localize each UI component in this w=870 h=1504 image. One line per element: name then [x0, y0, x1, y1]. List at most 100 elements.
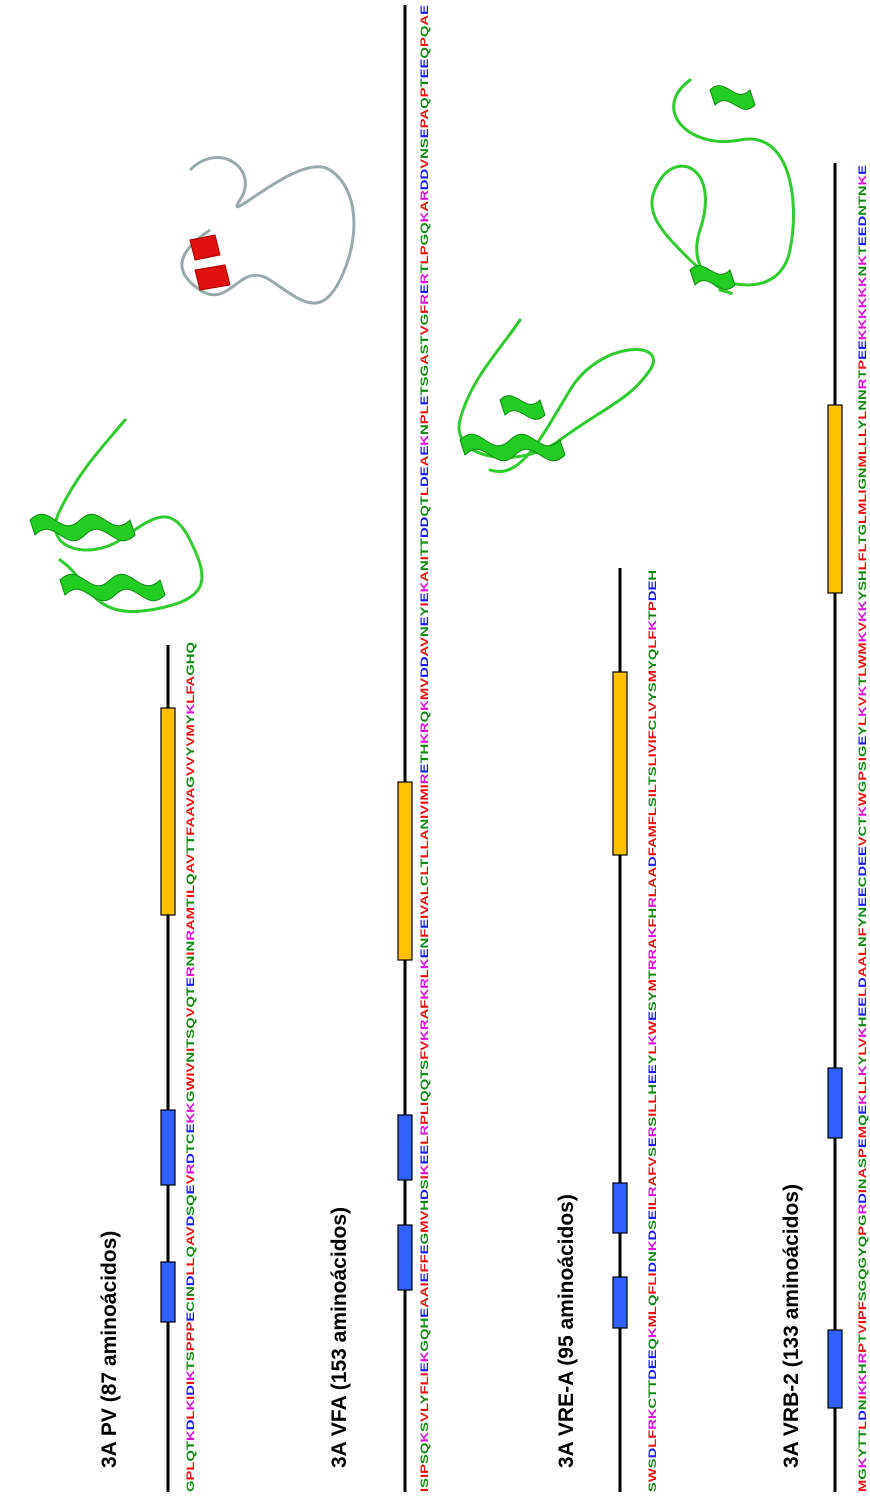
residue: R: [419, 273, 431, 284]
residue: L: [185, 1266, 197, 1275]
residue: P: [857, 1310, 869, 1320]
residue: T: [419, 1069, 431, 1078]
residue: T: [857, 196, 869, 205]
residue: S: [857, 581, 869, 591]
residue: P: [857, 771, 869, 781]
residue: E: [857, 887, 869, 897]
residue: L: [185, 884, 197, 893]
residue: P: [857, 360, 869, 370]
helix-domain: [828, 1068, 842, 1138]
residue: L: [185, 1461, 197, 1470]
residue: A: [419, 109, 431, 120]
residue: L: [185, 694, 197, 703]
residue: D: [419, 667, 431, 678]
residue: K: [857, 1065, 869, 1076]
residue: Q: [419, 97, 431, 109]
residue: D: [185, 1216, 197, 1227]
residue: L: [419, 1106, 431, 1115]
residue: H: [185, 653, 197, 664]
residue: P: [185, 1322, 197, 1332]
residue: N: [857, 1178, 869, 1189]
residue: K: [857, 330, 869, 341]
residue: K: [857, 175, 869, 186]
residue: S: [647, 1117, 659, 1127]
residue: M: [419, 688, 431, 700]
residue: Q: [419, 1328, 431, 1340]
residue: F: [419, 1254, 431, 1263]
residue: A: [857, 956, 869, 967]
residue: D: [857, 977, 869, 988]
residue: G: [857, 1468, 869, 1479]
residue: K: [185, 1102, 197, 1113]
residue: N: [857, 907, 869, 918]
panel-title: 3A VRE-A (95 aminoácidos): [555, 1194, 578, 1468]
residue: T: [857, 246, 869, 255]
residue: K: [185, 1430, 197, 1441]
residue: L: [185, 1410, 197, 1419]
residue: K: [857, 806, 869, 817]
sequence: GPLQTKDLKIDIKTSPPPECINDLLQAVDSQEVRDTCEKK…: [185, 641, 197, 1492]
residue: T: [857, 816, 869, 825]
residue: A: [857, 1168, 869, 1179]
residue: N: [419, 626, 431, 637]
residue: A: [419, 15, 431, 26]
residue: E: [419, 446, 431, 456]
residue: Q: [185, 1245, 197, 1257]
residue: L: [419, 969, 431, 978]
residue: T: [419, 496, 431, 505]
residue: S: [647, 1482, 659, 1492]
residue: M: [857, 455, 869, 467]
residue: K: [857, 319, 869, 330]
residue: D: [419, 179, 431, 190]
helix-domain: [828, 1330, 842, 1408]
residue: Q: [185, 995, 197, 1007]
residue: E: [419, 919, 431, 929]
residue: T: [647, 611, 659, 620]
residue: N: [857, 400, 869, 411]
residue: F: [419, 999, 431, 1008]
residue: P: [857, 1343, 869, 1353]
residue: T: [857, 535, 869, 544]
panel-title: 3A VRB-2 (133 aminoácidos): [780, 1184, 803, 1468]
residue: P: [647, 601, 659, 611]
residue: T: [419, 754, 431, 763]
residue: C: [185, 1301, 197, 1312]
residue: T: [185, 1441, 197, 1450]
residue: T: [419, 538, 431, 547]
residue: G: [419, 1340, 431, 1352]
residue: L: [857, 410, 869, 419]
residue: R: [647, 1419, 659, 1430]
residue: N: [857, 205, 869, 216]
residue: E: [419, 128, 431, 138]
residue: Q: [185, 641, 197, 653]
residue: C: [857, 876, 869, 887]
residue: E: [647, 1359, 659, 1369]
residue: C: [185, 1133, 197, 1144]
residue: H: [419, 744, 431, 755]
residue: E: [647, 1210, 659, 1220]
residue: K: [647, 1240, 659, 1251]
residue: L: [857, 515, 869, 524]
residue: K: [857, 601, 869, 612]
residue: L: [647, 639, 659, 648]
residue: H: [647, 908, 659, 919]
residue: E: [419, 68, 431, 78]
residue: A: [647, 1176, 659, 1187]
protein-structure: [652, 80, 794, 293]
residue: T: [419, 858, 431, 867]
figure: 3A PV (87 aminoácidos) 3A VFA (153 amino…: [0, 0, 870, 1504]
residue: T: [185, 987, 197, 996]
residue: A: [647, 877, 659, 888]
residue: A: [419, 1297, 431, 1308]
residue: R: [647, 949, 659, 960]
residue: K: [857, 308, 869, 319]
residue: Q: [185, 873, 197, 885]
residue: N: [185, 1286, 197, 1297]
residue: S: [647, 797, 659, 807]
residue: E: [857, 736, 869, 746]
residue: R: [185, 930, 197, 941]
residue: E: [419, 395, 431, 405]
residue: R: [647, 959, 659, 970]
residue: R: [857, 379, 869, 390]
residue: T: [647, 1379, 659, 1388]
